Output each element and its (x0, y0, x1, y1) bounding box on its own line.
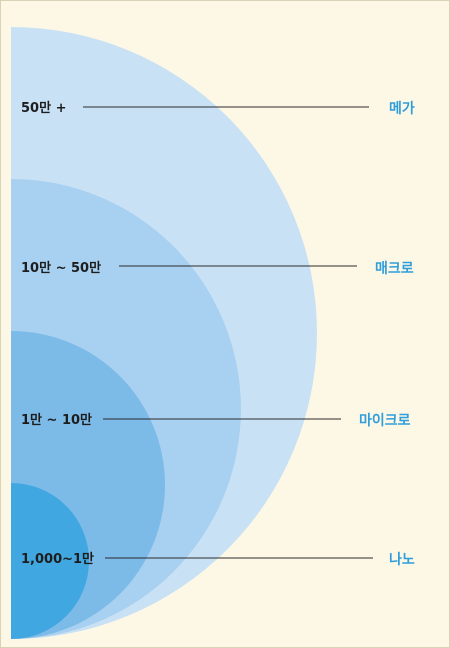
tier-name-mega: 메가 (389, 101, 415, 117)
tier-area-nano (11, 483, 89, 639)
tier-name-nano: 나노 (389, 552, 415, 568)
tier-range-nano: 1,000~1만 (21, 551, 94, 567)
tier-name-micro: 마이크로 (359, 412, 411, 429)
tier-range-mega: 50만 + (21, 100, 66, 116)
tier-range-micro: 1만 ~ 10만 (21, 412, 92, 428)
tier-name-macro: 매크로 (375, 261, 414, 277)
tier-range-macro: 10만 ~ 50만 (21, 260, 101, 276)
